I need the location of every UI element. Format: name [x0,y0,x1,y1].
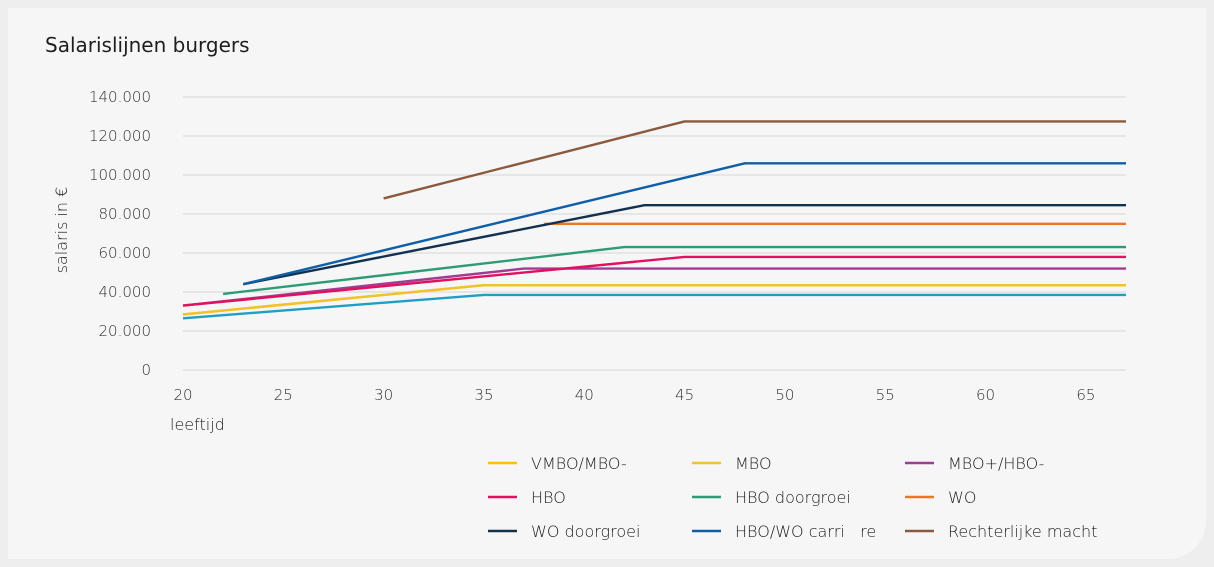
series-line-1 [182,284,1126,316]
legend-label: MBO+/HBO- [948,454,1044,473]
series-line-8 [383,120,1126,200]
legend: VMBO/MBO- MBO MBO+/HBO- HBO HBO doorgroei WO W… [488,454,1097,541]
legend-label: HBO [531,488,566,507]
legend-label: HBO doorgroei [735,488,851,507]
x-tick-label: 50 [775,386,794,404]
y-tick-labels: 0 20.000 40.000 60.000 80.000 100.000 120.000 1… [89,88,151,379]
series-line-4 [222,245,1126,296]
y-tick-label: 100.000 [89,166,151,184]
x-tick-label: 65 [1076,386,1095,404]
series-line-6 [242,203,1126,286]
chart-title: Salarislijnen burgers [45,33,250,57]
series-line-7 [242,162,1126,286]
legend-label: MBO [735,454,772,473]
y-tick-label: 140.000 [89,88,151,106]
x-tick-label: 35 [474,386,493,404]
chart-card [8,8,1206,559]
legend-label: VMBO/MBO- [531,454,627,473]
legend-label: HBO/WO carri re [735,522,876,541]
y-tick-label: 80.000 [99,205,152,223]
legend-label: Rechterlijke macht [948,522,1097,541]
x-tick-label: 25 [274,386,293,404]
y-tick-label: 0 [141,361,151,379]
series-line-3 [182,255,1126,307]
grid-lines [183,96,1126,371]
y-axis-label: salaris in € [52,187,71,274]
series-lines [182,120,1126,320]
x-tick-label: 30 [374,386,393,404]
x-tick-label: 20 [173,386,192,404]
x-tick-label: 55 [876,386,895,404]
y-tick-label: 60.000 [99,244,152,262]
x-tick-label: 40 [575,386,594,404]
x-tick-labels: 20 25 30 35 40 45 50 55 60 65 [173,386,1095,404]
series-line-9 [182,293,1126,320]
y-tick-label: 20.000 [99,322,152,340]
x-tick-label: 45 [675,386,694,404]
series-line-2 [182,267,1126,307]
x-axis-label: leeftijd [170,415,225,434]
y-tick-label: 40.000 [99,283,152,301]
y-tick-label: 120.000 [89,127,151,145]
legend-label: WO [948,488,976,507]
x-tick-label: 60 [976,386,995,404]
legend-label: WO doorgroei [531,522,640,541]
